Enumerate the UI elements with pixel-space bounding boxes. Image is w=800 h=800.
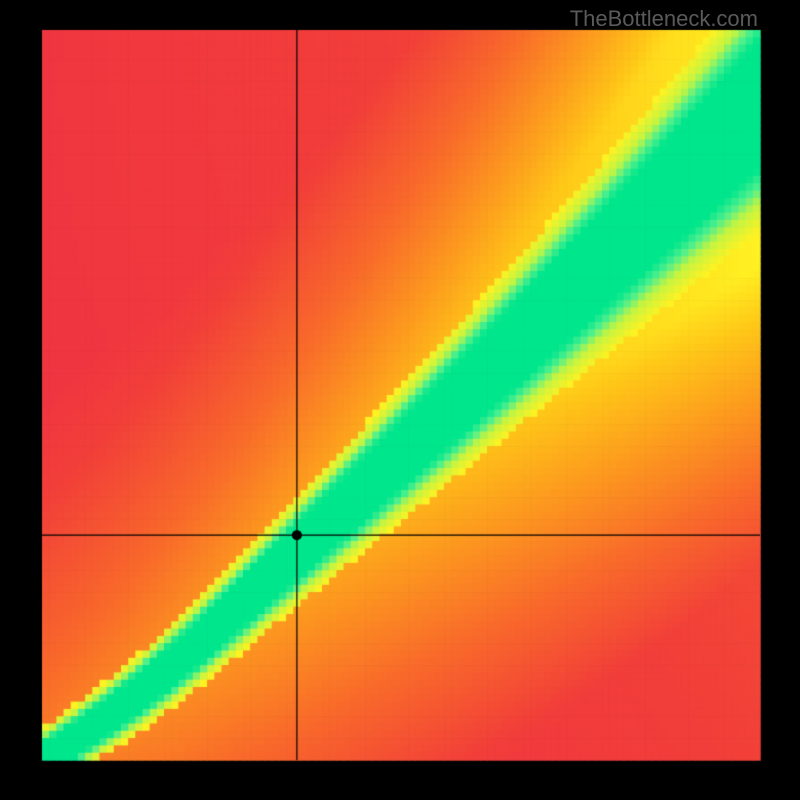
heatmap-canvas [0, 0, 800, 800]
watermark-text: TheBottleneck.com [570, 6, 758, 32]
